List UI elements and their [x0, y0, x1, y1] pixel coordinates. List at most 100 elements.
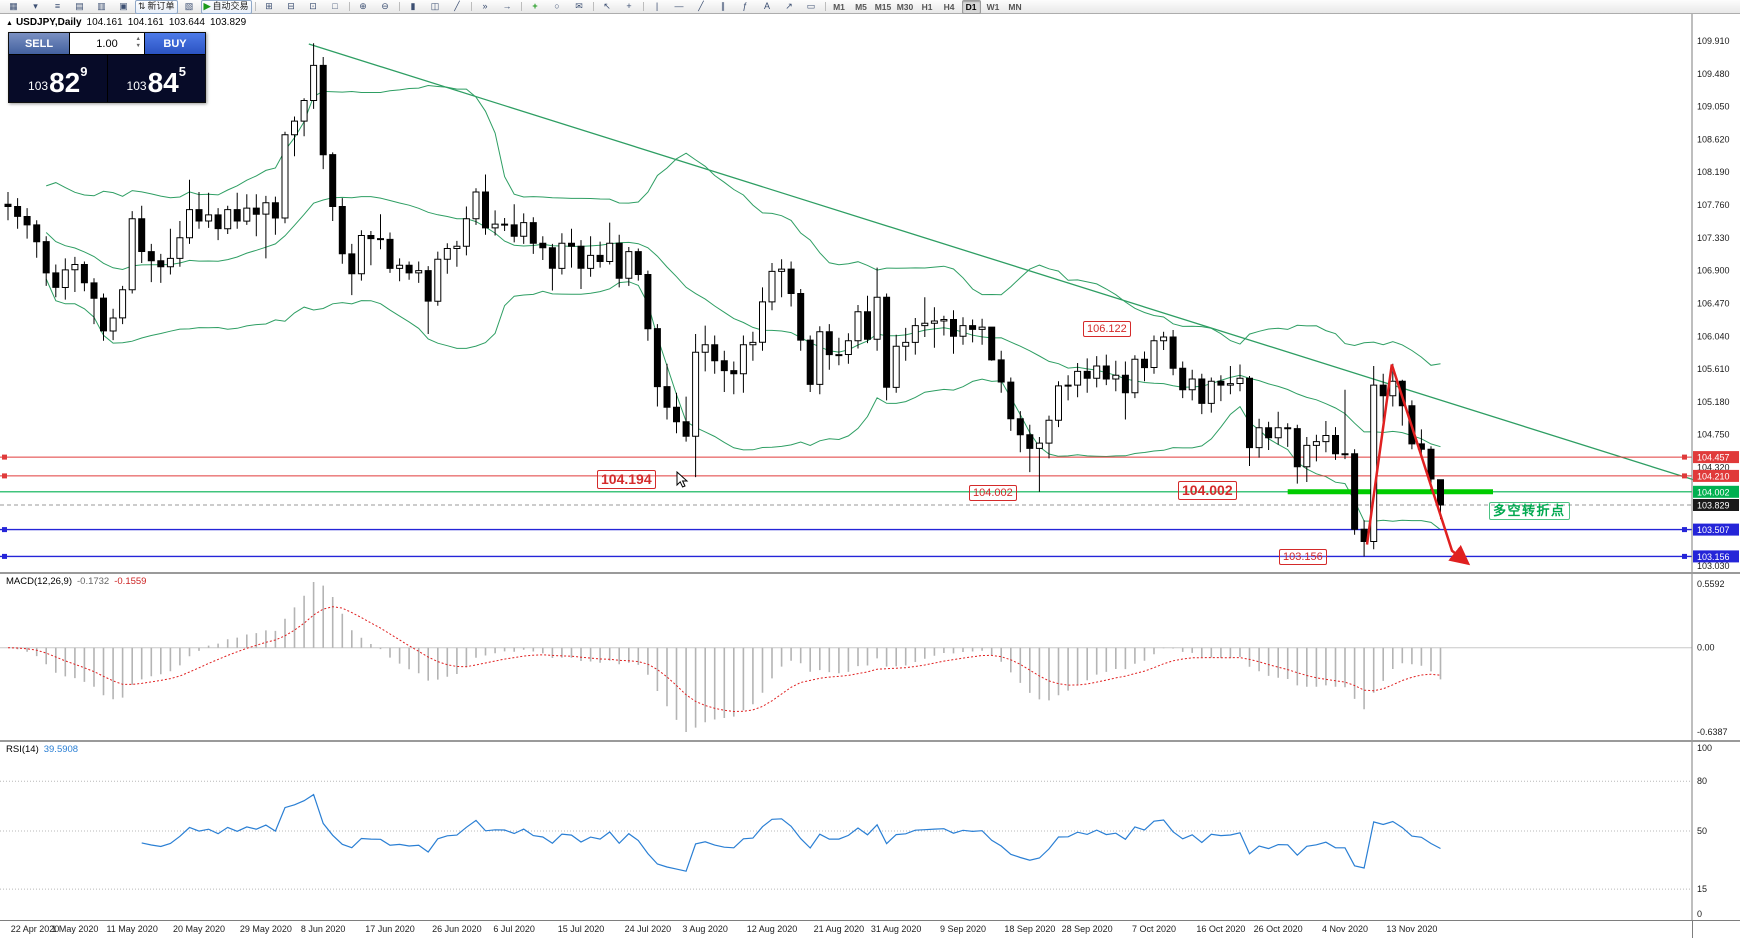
pane-splitter-macd[interactable] [0, 572, 1740, 574]
rsi-label: RSI(14) 39.5908 [6, 744, 78, 755]
spinner-up-icon[interactable]: ▲ [135, 36, 141, 42]
cascade-windows-icon: ⊟ [287, 1, 295, 11]
price-chart-canvas[interactable]: 109.910 109.480 109.050 108.620 108.190 107.7… [0, 14, 1740, 572]
rsi-pane[interactable]: 100 80 50 15 0 RSI(14) 39.5908 [0, 742, 1740, 920]
strategy-tester-icon[interactable]: ▧ [179, 0, 200, 14]
price-label-104002-big[interactable]: 104.002 [1178, 481, 1237, 500]
main-chart-pane[interactable]: 109.910 109.480 109.050 108.620 108.190 107.7… [0, 14, 1740, 572]
shapes-icon[interactable]: ▭ [801, 0, 822, 14]
cursor-icon: ↖ [603, 1, 611, 11]
one-click-trading-panel: SELL 1.00 ▲ ▼ BUY 103 82 9 103 84 5 [8, 32, 206, 103]
time-label: 7 Oct 2020 [1131, 924, 1177, 934]
new-order-button[interactable]: ⇅ 新订单 [135, 0, 178, 14]
spinner-down-icon[interactable]: ▼ [135, 42, 141, 49]
new-chart-icon[interactable]: ▦ [3, 0, 24, 14]
bid-pip-digit: 9 [80, 64, 88, 79]
rsi-name: RSI(14) [6, 744, 39, 755]
periods-icon[interactable]: ○ [547, 0, 568, 14]
auto-scroll-icon[interactable]: » [475, 0, 496, 14]
fibonacci-icon[interactable]: ƒ [735, 0, 756, 14]
tile-windows-icon: ⊞ [265, 1, 273, 11]
timeframe-d1[interactable]: D1 [961, 0, 981, 14]
support-line-103156[interactable] [0, 553, 1692, 559]
timeframe-w1[interactable]: W1 [986, 1, 1000, 12]
rsi-line [141, 793, 1441, 872]
price-label-104194[interactable]: 104.194 [597, 470, 656, 489]
svg-text:0: 0 [1697, 909, 1702, 919]
bid-price-button[interactable]: 103 82 9 [9, 55, 107, 102]
trendline-icon[interactable]: ╱ [691, 0, 712, 14]
support-line-103507[interactable] [0, 527, 1692, 533]
indicators-icon[interactable]: + [525, 0, 546, 14]
buy-button[interactable]: BUY [145, 33, 205, 54]
pivot-annotation[interactable]: 多空转折点 [1489, 502, 1570, 520]
timeframe-mn[interactable]: MN [1008, 1, 1022, 12]
rsi-axis[interactable]: 100 80 50 15 0 [1697, 743, 1712, 919]
templates-icon[interactable]: ✉ [569, 0, 590, 14]
resistance-line-104457[interactable] [0, 454, 1692, 460]
vertical-line-icon: | [655, 1, 659, 11]
arrange-icon[interactable]: ⊡ [303, 0, 324, 14]
crosshair-icon[interactable]: + [619, 0, 640, 14]
pane-splitter-rsi[interactable] [0, 740, 1740, 742]
data-window-icon: ▤ [75, 1, 84, 11]
descending-trendline[interactable] [308, 43, 1699, 482]
svg-text:107.760: 107.760 [1697, 200, 1730, 210]
time-label: 31 Aug 2020 [870, 924, 922, 934]
timeframe-m15[interactable]: M15 [874, 1, 892, 12]
timeframe-h1[interactable]: H1 [921, 1, 933, 12]
timeframe-m5[interactable]: M5 [855, 1, 867, 12]
bid-small-digits: 103 [28, 79, 49, 93]
time-axis[interactable]: 22 Apr 2020 1 May 2020 11 May 2020 20 May 2… [0, 920, 1740, 938]
time-label: 21 Aug 2020 [813, 924, 865, 934]
line-chart-icon[interactable]: ╱ [447, 0, 468, 14]
candlestick-series [4, 43, 1444, 557]
data-window-icon[interactable]: ▤ [69, 0, 90, 14]
zoom-out-icon[interactable]: ⊖ [375, 0, 396, 14]
svg-text:100: 100 [1697, 743, 1712, 753]
navigator-icon[interactable]: ▥ [91, 0, 112, 14]
time-label: 28 Sep 2020 [1061, 924, 1113, 934]
svg-text:-0.6387: -0.6387 [1697, 727, 1728, 737]
price-label-103156[interactable]: 103.156 [1279, 549, 1327, 565]
vertical-line-icon[interactable]: | [647, 0, 668, 14]
autotrading-button[interactable]: ▶ 自动交易 [200, 0, 252, 14]
tile-windows-icon[interactable]: ⊞ [259, 0, 280, 14]
volume-spinner[interactable]: ▲ ▼ [135, 36, 141, 49]
trade-idea-arrow[interactable] [1365, 364, 1471, 566]
bar-chart-icon[interactable]: ▮ [403, 0, 424, 14]
arrow-label-icon[interactable]: ↗ [779, 0, 800, 14]
volume-input[interactable]: 1.00 ▲ ▼ [69, 33, 145, 54]
terminal-icon[interactable]: ▣ [113, 0, 134, 14]
chart-shift-icon[interactable]: → [497, 0, 518, 14]
price-label-104002-small[interactable]: 104.002 [969, 485, 1017, 501]
svg-text:106.040: 106.040 [1697, 331, 1730, 341]
timeframe-m30[interactable]: M30 [896, 1, 914, 12]
maximize-icon[interactable]: □ [325, 0, 346, 14]
cascade-windows-icon[interactable]: ⊟ [281, 0, 302, 14]
channel-icon[interactable]: ∥ [713, 0, 734, 14]
horizontal-line-icon[interactable]: — [669, 0, 690, 14]
candlestick-chart-icon[interactable]: ◫ [425, 0, 446, 14]
volume-value: 1.00 [96, 37, 118, 50]
macd-axis[interactable]: 0.5592 0.00 -0.6387 [1697, 579, 1728, 737]
zoom-in-icon[interactable]: ⊕ [353, 0, 374, 14]
price-label-106122[interactable]: 106.122 [1083, 321, 1131, 337]
arrange-icon: ⊡ [309, 1, 317, 11]
timeframe-h4[interactable]: H4 [943, 1, 955, 12]
time-label: 11 May 2020 [106, 924, 158, 934]
svg-text:103.829: 103.829 [1697, 501, 1730, 511]
market-watch-icon[interactable]: ≡ [47, 0, 68, 14]
cursor-icon[interactable]: ↖ [597, 0, 618, 14]
chart-dropdown-icon[interactable]: ▾ [25, 0, 46, 14]
price-axis[interactable]: 109.910 109.480 109.050 108.620 108.190 107.7… [1693, 36, 1739, 571]
timeframe-m1[interactable]: M1 [833, 1, 845, 12]
ask-price-button[interactable]: 103 84 5 [106, 55, 206, 102]
svg-text:80: 80 [1697, 776, 1707, 786]
chart-dropdown-icon: ▾ [33, 1, 38, 11]
sell-button[interactable]: SELL [9, 33, 69, 54]
resistance-line-104210[interactable] [0, 473, 1692, 479]
macd-pane[interactable]: 0.5592 0.00 -0.6387 MACD(12,26,9) -0.1732 -0… [0, 574, 1740, 740]
indicators-icon: + [532, 1, 538, 11]
text-icon[interactable]: A [757, 0, 778, 14]
